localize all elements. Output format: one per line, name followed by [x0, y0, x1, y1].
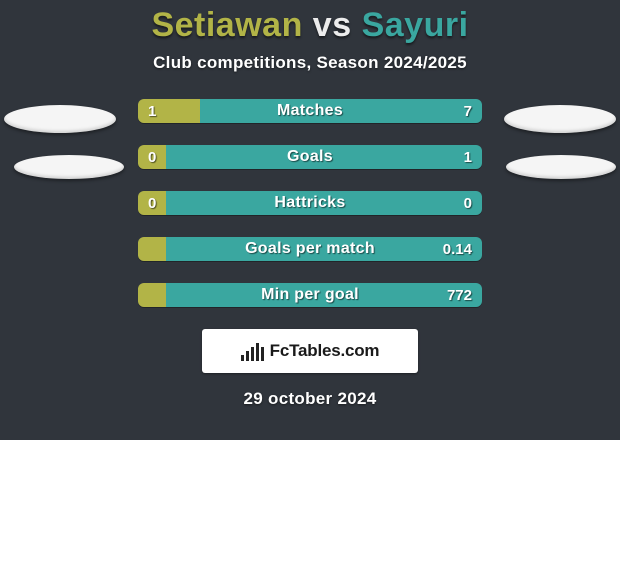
stat-bar-left — [138, 145, 166, 169]
stat-bar-right — [166, 145, 482, 169]
snapshot-date: 29 october 2024 — [0, 389, 620, 409]
subtitle: Club competitions, Season 2024/2025 — [0, 53, 620, 73]
stat-bar-right — [166, 237, 482, 261]
stat-bar-right — [200, 99, 482, 123]
stat-bar-left — [138, 237, 166, 261]
player2-badge-bottom — [506, 155, 616, 179]
stat-row: 00Hattricks — [138, 191, 482, 215]
stat-row: 01Goals — [138, 145, 482, 169]
stat-bar-right — [166, 283, 482, 307]
player1-badge-bottom — [14, 155, 124, 179]
player1-badge-top — [4, 105, 116, 133]
stat-row: 17Matches — [138, 99, 482, 123]
stat-row: 0.14Goals per match — [138, 237, 482, 261]
brand-logo-icon — [241, 341, 264, 361]
vs-word: vs — [313, 6, 352, 44]
brand-text: FcTables.com — [270, 341, 380, 361]
stat-bars: 17Matches 01Goals 00Hattricks 0.14Goals per… — [138, 99, 482, 307]
stat-bar-left — [138, 191, 166, 215]
stat-bar-left — [138, 99, 200, 123]
comparison-card: Setiawan vs Sayuri Club competitions, Se… — [0, 0, 620, 440]
stat-bar-right — [166, 191, 482, 215]
comparison-arena: 17Matches 01Goals 00Hattricks 0.14Goals per… — [0, 99, 620, 307]
page-title: Setiawan vs Sayuri — [0, 6, 620, 45]
stat-bar-left — [138, 283, 166, 307]
player2-badge-top — [504, 105, 616, 133]
brand-chip[interactable]: FcTables.com — [202, 329, 418, 373]
player1-name: Setiawan — [151, 6, 302, 44]
stat-row: 772Min per goal — [138, 283, 482, 307]
player2-name: Sayuri — [362, 6, 469, 44]
